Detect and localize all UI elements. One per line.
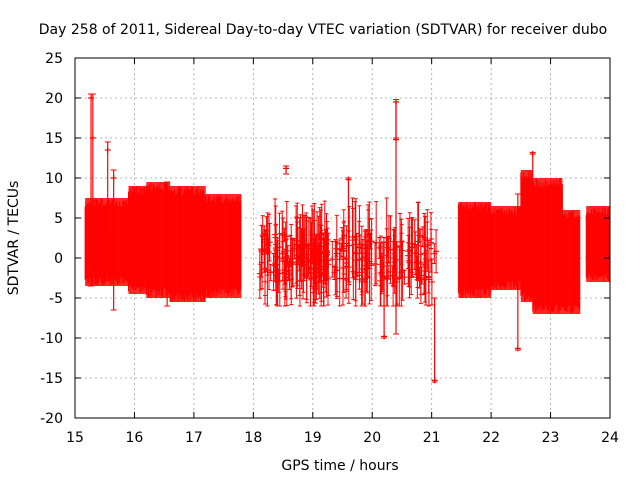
chart-title: Day 258 of 2011, Sidereal Day-to-day VTE… [39, 22, 607, 38]
y-tick-label: 15 [45, 131, 63, 147]
error-band [562, 210, 581, 314]
y-tick-label: 20 [45, 91, 63, 107]
error-band [586, 206, 610, 282]
y-axis-ticks: -20 -15 -10 -5 0 5 10 15 20 25 [40, 51, 610, 427]
x-tick-label: 17 [185, 430, 203, 446]
data-segment [145, 182, 171, 298]
data-segment [128, 186, 147, 294]
y-tick-label: -20 [40, 411, 63, 427]
data-segment [169, 186, 206, 302]
x-tick-label: 21 [423, 430, 441, 446]
x-axis-ticks: 15 16 17 18 19 20 21 22 23 24 [66, 58, 619, 446]
x-axis-title: GPS time / hours [281, 458, 398, 474]
x-tick-label: 19 [304, 430, 322, 446]
y-tick-label: 0 [54, 251, 63, 267]
x-tick-label: 16 [126, 430, 144, 446]
y-tick-label: 5 [54, 211, 63, 227]
data-segment [490, 206, 522, 290]
error-band [532, 178, 563, 314]
x-tick-label: 22 [482, 430, 500, 446]
x-tick-label: 24 [601, 430, 619, 446]
data-series [84, 93, 611, 384]
error-band [520, 170, 533, 302]
y-axis-title: SDTVAR / TECUs [6, 181, 22, 296]
y-tick-label: -15 [40, 371, 63, 387]
error-band [491, 206, 521, 290]
data-segment [520, 170, 534, 302]
data-segment [457, 202, 492, 298]
plot-border [74, 57, 611, 419]
sparse-points [256, 197, 440, 307]
plot-frame [74, 57, 611, 419]
error-band [170, 186, 206, 302]
data-segment [205, 194, 242, 298]
error-band [205, 194, 242, 298]
data-segment [532, 178, 563, 314]
x-tick-label: 15 [66, 430, 84, 446]
x-tick-label: 18 [244, 430, 262, 446]
data-segment [561, 210, 581, 314]
y-tick-label: -10 [40, 331, 63, 347]
outlier-points [88, 93, 536, 384]
error-band [458, 202, 492, 298]
x-tick-label: 23 [542, 430, 560, 446]
x-tick-label: 20 [363, 430, 381, 446]
error-band [146, 182, 171, 298]
error-band [128, 186, 147, 294]
y-tick-label: 25 [45, 51, 63, 67]
y-tick-label: 10 [45, 171, 63, 187]
y-tick-label: -5 [49, 291, 63, 307]
data-segment [585, 206, 611, 282]
